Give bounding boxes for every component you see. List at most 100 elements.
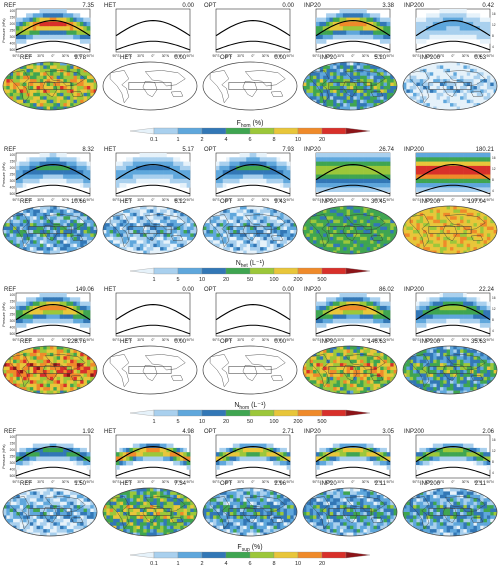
map-cell: [270, 236, 274, 241]
profile-cell: [346, 170, 350, 175]
map-cell: [256, 250, 261, 254]
lat-tick-label: 30°S: [37, 54, 44, 58]
map-cell: [306, 209, 311, 214]
map-cell: [226, 216, 231, 221]
map-cell: [366, 99, 371, 104]
map-cell: [46, 72, 51, 77]
map-cell: [60, 206, 64, 210]
map-cell: [56, 82, 61, 87]
profile-cell: [53, 310, 57, 315]
map-cell: [36, 106, 41, 110]
profile-cell: [456, 170, 461, 175]
experiment-label: INP200: [420, 199, 441, 205]
profile-cell: [173, 174, 177, 180]
lat-tick-label: 90°N: [186, 198, 194, 202]
map-cell: [366, 236, 371, 241]
map-cell: [343, 243, 347, 248]
profile-cell: [429, 13, 434, 18]
map-cell: [339, 99, 344, 104]
map-cell: [386, 223, 391, 227]
lat-tick-label: 30°N: [162, 54, 170, 58]
pressure-tick-label: 500: [10, 332, 16, 336]
profile-cell: [76, 30, 81, 36]
map-cell: [153, 240, 158, 245]
map-cell: [439, 212, 444, 217]
map-cell: [493, 79, 497, 83]
map-cell: [63, 236, 68, 241]
lat-tick-label: 60°N: [74, 198, 82, 202]
map-cell: [413, 65, 417, 70]
profile-cell: [486, 183, 491, 188]
profile-cell: [236, 170, 240, 175]
profile-cell: [139, 157, 144, 162]
map-cell: [490, 89, 494, 94]
map-cell: [363, 62, 368, 66]
map-cell: [270, 209, 274, 214]
map-cell: [323, 233, 327, 238]
map-cell: [250, 233, 254, 238]
profile-cell: [379, 153, 384, 158]
profile-cell: [29, 314, 34, 320]
profile-cell: [39, 34, 44, 40]
profile-cell: [449, 170, 454, 175]
profile-cell: [49, 297, 54, 302]
map-cell: [490, 247, 494, 251]
map-cell: [160, 219, 164, 224]
map-border: [202, 205, 298, 255]
lat-tick-label: 60°S: [425, 198, 432, 202]
map-cell: [139, 206, 144, 210]
map-cell: [403, 250, 407, 254]
profile-cell: [266, 170, 271, 175]
map-cell: [106, 226, 111, 231]
map-cell: [446, 212, 451, 217]
map-cell: [303, 82, 307, 87]
map-cell: [293, 216, 297, 221]
profile-cell: [336, 178, 340, 184]
profile-cell: [316, 165, 320, 171]
map-cell: [43, 206, 47, 210]
map-cell: [476, 219, 481, 224]
profile-mean-value: 0.00: [182, 3, 194, 9]
map-cell: [360, 99, 364, 104]
profile-cell: [339, 170, 344, 175]
profile-cell: [369, 178, 374, 184]
map-cell: [246, 230, 251, 234]
map-cell: [339, 226, 344, 231]
map-cell: [73, 243, 78, 248]
map-cell: [403, 86, 407, 90]
map-cell: [13, 233, 17, 238]
profile-cell: [76, 34, 81, 40]
map-cell: [70, 216, 74, 221]
profile-cell: [449, 187, 454, 192]
map-cell: [93, 72, 97, 77]
profile-cell: [269, 170, 274, 175]
profile-cell: [263, 157, 267, 162]
map-cell: [356, 219, 361, 224]
map-cell: [160, 233, 164, 238]
profile-cell: [486, 170, 491, 175]
profile-cell: [456, 13, 461, 18]
map-cell: [483, 65, 488, 70]
map-cell: [413, 240, 417, 245]
map-cell: [423, 75, 427, 80]
map-cell: [319, 243, 324, 248]
map-cell: [466, 240, 471, 245]
profile-cell: [476, 34, 481, 40]
map-cell: [123, 236, 127, 241]
map-cell: [9, 226, 14, 231]
profile-cell: [79, 39, 84, 44]
map-cell: [473, 72, 478, 77]
profile-cell: [253, 170, 257, 175]
map-cell: [6, 89, 11, 94]
profile-cell: [463, 17, 467, 23]
profile-cell: [73, 21, 77, 27]
map-cell: [53, 346, 58, 350]
profile-cell: [376, 13, 381, 18]
map-cell: [56, 250, 61, 254]
map-cell: [3, 226, 7, 231]
profile-cell: [319, 153, 324, 158]
map-cell: [446, 103, 451, 107]
profile-cell: [19, 183, 24, 188]
profile-cell: [176, 157, 181, 162]
map-cell: [73, 82, 78, 87]
